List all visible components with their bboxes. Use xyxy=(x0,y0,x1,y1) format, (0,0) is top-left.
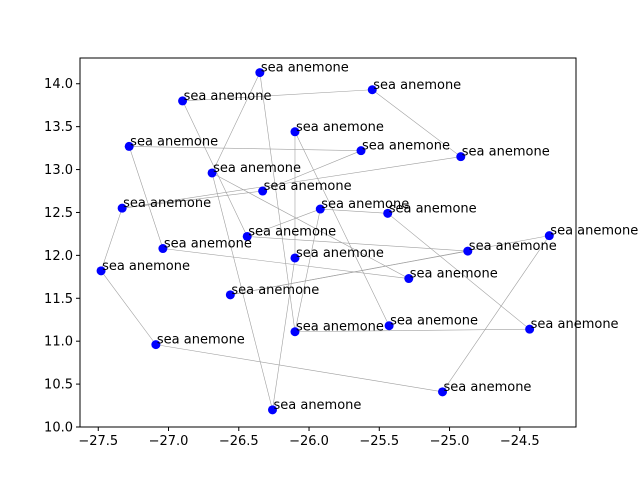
edge-line xyxy=(122,190,263,209)
edge-line xyxy=(230,235,550,296)
x-tick-label: −27.5 xyxy=(78,434,118,449)
data-point xyxy=(456,152,466,162)
point-label: sea anemone xyxy=(261,61,349,76)
edge-line xyxy=(129,146,362,151)
data-point xyxy=(525,324,535,334)
y-axis: 10.0 10.5 11.0 11.5 12.0 12.5 13.0 13.5 14.0 xyxy=(44,77,80,436)
edge-line xyxy=(259,72,296,332)
point-label: sea anemone xyxy=(264,179,352,194)
y-tick-label: 14.0 xyxy=(44,77,73,92)
data-point xyxy=(404,274,414,284)
data-point xyxy=(207,168,217,178)
x-tick-label: −26.0 xyxy=(289,434,329,449)
x-tick-label: −26.5 xyxy=(219,434,259,449)
point-label: sea anemone xyxy=(157,333,245,348)
point-label: sea anemone xyxy=(184,89,272,104)
edge-line xyxy=(182,100,248,237)
edge-line xyxy=(211,72,261,174)
edge-line xyxy=(162,248,409,279)
x-tick-label: −24.5 xyxy=(500,434,540,449)
y-tick-label: 11.0 xyxy=(44,335,73,350)
data-point xyxy=(356,146,366,156)
x-tick-label: −25.0 xyxy=(430,434,470,449)
edge-line xyxy=(442,235,550,392)
data-point xyxy=(438,387,448,397)
y-tick-label: 13.0 xyxy=(44,163,73,178)
edge-line xyxy=(320,208,388,214)
plot-frame xyxy=(79,57,577,428)
points-layer xyxy=(96,68,554,415)
edge-line xyxy=(211,172,273,410)
point-label: sea anemone xyxy=(296,320,384,335)
edge-line xyxy=(211,172,409,279)
data-point xyxy=(178,96,188,106)
data-point xyxy=(383,208,393,218)
point-label: sea anemone xyxy=(123,196,211,211)
data-point xyxy=(290,127,300,137)
edge-line xyxy=(128,146,164,249)
edge-line xyxy=(294,131,390,326)
point-label: sea anemone xyxy=(531,317,619,332)
point-label: sea anemone xyxy=(390,314,478,329)
x-tick-label: −27.0 xyxy=(149,434,189,449)
data-point xyxy=(225,290,235,300)
point-label: sea anemone xyxy=(296,120,384,135)
y-tick-label: 10.5 xyxy=(44,378,73,393)
point-label: sea anemone xyxy=(362,139,450,154)
data-point xyxy=(151,340,161,350)
edge-line xyxy=(272,257,296,410)
point-label: sea anemone xyxy=(550,224,638,239)
data-point xyxy=(258,186,268,196)
data-point xyxy=(158,244,168,254)
data-point xyxy=(315,204,325,214)
x-axis: −27.5 −27.0 −26.5 −26.0 −25.5 −25.0 −24.5 xyxy=(78,427,540,449)
point-label: sea anemone xyxy=(248,224,336,239)
point-label: sea anemone xyxy=(213,161,301,176)
point-label: sea anemone xyxy=(231,283,319,298)
edge-line xyxy=(122,156,461,209)
edge-line xyxy=(294,208,321,332)
y-tick-label: 11.5 xyxy=(44,292,73,307)
edge-line xyxy=(155,344,443,393)
data-point xyxy=(267,405,277,415)
point-label: sea anemone xyxy=(469,239,557,254)
data-point xyxy=(290,253,300,263)
point-label: sea anemone xyxy=(296,246,384,261)
y-tick-label: 12.5 xyxy=(44,206,73,221)
data-point xyxy=(242,231,252,241)
point-label: sea anemone xyxy=(102,259,190,274)
edge-line xyxy=(387,213,530,330)
x-tick-label: −25.5 xyxy=(359,434,399,449)
edge-line xyxy=(182,89,373,102)
data-point xyxy=(384,321,394,331)
edge-line xyxy=(372,89,461,157)
data-point xyxy=(96,266,106,276)
point-label: sea anemone xyxy=(389,201,477,216)
data-point xyxy=(124,141,134,151)
point-label: sea anemone xyxy=(130,134,218,149)
data-point xyxy=(367,85,377,95)
data-point xyxy=(544,231,554,241)
point-label: sea anemone xyxy=(410,267,498,282)
data-point xyxy=(463,246,473,256)
edge-line xyxy=(247,208,321,237)
edges-layer xyxy=(100,72,550,410)
edge-line xyxy=(100,270,157,345)
point-label: sea anemone xyxy=(462,145,550,160)
y-tick-label: 13.5 xyxy=(44,120,73,135)
point-label: sea anemone xyxy=(373,78,461,93)
edge-line xyxy=(294,328,530,333)
y-tick-label: 12.0 xyxy=(44,249,73,264)
point-label: sea anemone xyxy=(164,237,252,252)
point-label: sea anemone xyxy=(321,197,409,212)
point-label: sea anemone xyxy=(444,380,532,395)
data-point xyxy=(117,203,127,213)
point-label: sea anemone xyxy=(273,398,361,413)
y-tick-label: 10.0 xyxy=(44,421,73,436)
data-point xyxy=(290,327,300,337)
edge-line xyxy=(100,208,123,271)
data-point xyxy=(255,68,265,78)
